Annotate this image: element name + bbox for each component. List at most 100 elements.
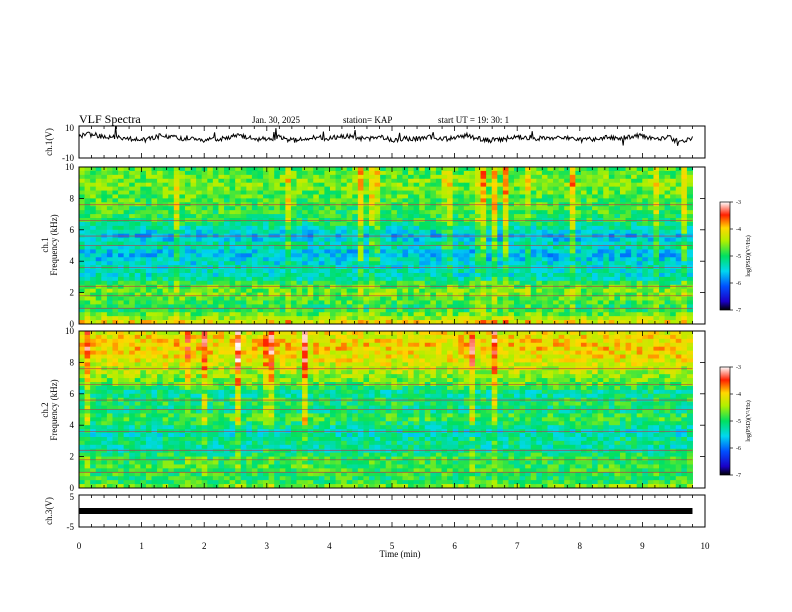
spectrogram-cell (106, 257, 113, 262)
spectrogram-cell (318, 280, 325, 286)
spectrogram-cell (580, 214, 588, 219)
spectrogram-cell (95, 225, 102, 231)
spectrogram-cell (352, 253, 359, 258)
spectrogram-cell (268, 210, 275, 215)
spectrogram-cell (140, 261, 147, 266)
spectrogram-cell (419, 214, 426, 219)
spectrogram-cell (419, 253, 426, 258)
spectrogram-cell (647, 257, 654, 262)
spectrogram-cell (396, 257, 403, 262)
spectrogram-cell (675, 304, 682, 309)
spectrogram-cell (435, 308, 443, 313)
spectrogram-cell (173, 300, 180, 305)
spectrogram-cell (95, 269, 102, 274)
spectrogram-cell (134, 178, 141, 184)
spectrogram-cell (541, 221, 548, 227)
spectrogram-cell (207, 206, 214, 211)
spectrogram-cell (497, 182, 504, 188)
spectrogram-cell (224, 284, 231, 290)
spectrogram-cell (329, 312, 337, 317)
spectrogram-cell (569, 182, 576, 188)
spectrogram-cell (335, 296, 342, 301)
spectrogram-cell (625, 229, 632, 235)
spectrogram-cell (608, 241, 615, 246)
spectrogram-cell (251, 249, 258, 254)
spectrogram-cell (553, 320, 560, 325)
spectrogram-cell (614, 280, 621, 286)
spectrogram-cell (90, 296, 97, 301)
spectrogram-cell (257, 312, 264, 317)
spectrogram-cell (441, 241, 448, 246)
spectrogram-cell (335, 257, 342, 262)
spectrogram-cell (480, 245, 487, 250)
spectrogram-cell (184, 280, 192, 286)
spectrogram-cell (558, 331, 565, 336)
spectrogram-cell (140, 214, 147, 219)
spectrogram-cell (274, 338, 281, 344)
spectrogram-cell (458, 276, 465, 282)
spectrogram-cell (184, 312, 192, 317)
spectrogram-cell (625, 272, 632, 278)
spectrogram-cell (452, 241, 459, 246)
spectrogram-cell (151, 308, 158, 313)
spectrogram-cell (642, 214, 649, 219)
spectrogram-cell (580, 229, 588, 235)
spectrogram-cell (346, 225, 353, 231)
spectrogram-cell (508, 308, 515, 313)
spectrogram-cell (129, 186, 136, 192)
spectrogram-cell (212, 338, 219, 344)
spectrogram-cell (681, 308, 688, 313)
spectrogram-cell (592, 320, 599, 325)
spectrogram-cell (318, 210, 325, 215)
spectrogram-cell (413, 296, 420, 301)
spectrogram-cell (642, 272, 649, 278)
spectrogram-cell (263, 221, 270, 227)
spectrogram-cell (435, 190, 443, 195)
spectrogram-cell (229, 296, 236, 301)
spectrogram-cell (580, 320, 588, 325)
spectrogram-cell (285, 167, 292, 172)
spectrogram-cell (140, 312, 147, 317)
spectrogram-cell (145, 198, 153, 203)
spectrogram-cell (251, 237, 258, 243)
spectrogram-cell (251, 331, 258, 336)
spectrogram-cell (168, 225, 175, 231)
spectrogram-cell (636, 237, 643, 243)
spectrogram-cell (508, 320, 515, 325)
spectrogram-cell (647, 174, 654, 180)
spectrogram-cell (686, 292, 693, 298)
spectrogram-cell (636, 221, 643, 227)
spectrogram-cell (636, 316, 643, 321)
spectrogram-cell (659, 276, 666, 282)
spectrogram-cell (541, 296, 548, 301)
spectrogram-cell (369, 292, 376, 298)
spectrogram-cell (112, 284, 119, 290)
spectrogram-cell (224, 304, 231, 309)
spectrogram-cell (229, 331, 236, 336)
spectrogram-cell (519, 206, 526, 211)
spectrogram-cell (112, 237, 119, 243)
spectrogram-cell (424, 174, 431, 180)
spectrogram-cell (430, 269, 437, 274)
spectrogram-cell (162, 206, 169, 211)
spectrogram-cell (402, 198, 409, 203)
spectrogram-cell (162, 210, 169, 215)
spectrogram-cell (530, 194, 537, 199)
spectrogram-cell (157, 308, 164, 313)
spectrogram-cell (296, 249, 303, 254)
ch1-spectrogram-channel-label: ch.1 (40, 237, 50, 252)
spectrogram-cell (318, 245, 325, 250)
spectrogram-cell (575, 210, 582, 215)
spectrogram-cell (123, 284, 130, 290)
spectrogram-cell (84, 316, 91, 321)
spectrogram-cell (380, 214, 387, 219)
spectrogram-cell (686, 304, 693, 309)
spectrogram-cell (536, 167, 543, 172)
spectrogram-cell (486, 253, 493, 258)
spectrogram-cell (173, 338, 180, 344)
spectrogram-cell (173, 334, 180, 340)
spectrogram-cell (530, 174, 537, 180)
spectrogram-cell (151, 237, 158, 243)
spectrogram-cell (329, 272, 337, 278)
spectrogram-cell (307, 261, 314, 266)
